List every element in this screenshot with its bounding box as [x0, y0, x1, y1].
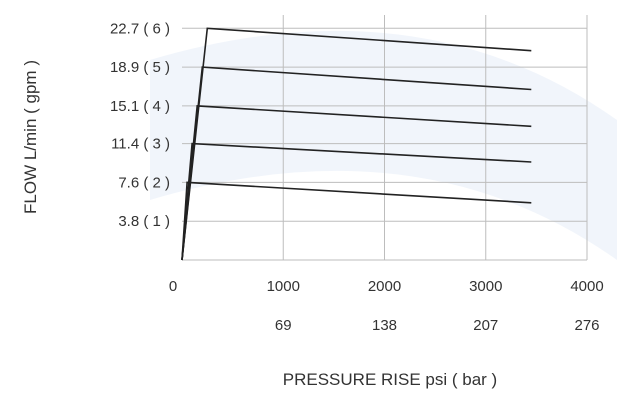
- x-tick-label-psi: 0: [169, 278, 177, 295]
- y-tick-label: 18.9 ( 5 ): [110, 59, 170, 76]
- x-tick-label-psi: 4000: [570, 278, 603, 295]
- y-tick-label: 3.8 ( 1 ): [118, 213, 170, 230]
- y-axis-title: FLOW L/min ( gpm ): [21, 60, 40, 214]
- y-tick-label: 15.1 ( 4 ): [110, 98, 170, 115]
- grid-lines: [182, 15, 588, 261]
- x-tick-label-psi: 2000: [368, 278, 401, 295]
- y-tick-labels: 3.8 ( 1 ) 7.6 ( 2 ) 11.4 ( 3 ) 15.1 ( 4 ) 18…: [110, 20, 170, 230]
- series-line: [181, 181, 532, 261]
- x-tick-label-bar: 138: [372, 317, 397, 334]
- x-tick-label-bar: 207: [473, 317, 498, 334]
- series-line: [181, 142, 532, 261]
- x-axis-title: PRESSURE RISE psi ( bar ): [283, 370, 497, 389]
- y-tick-label: 11.4 ( 3 ): [111, 136, 170, 153]
- series-lines: [181, 27, 532, 261]
- x-tick-label-bar: 276: [574, 317, 599, 334]
- x-tick-labels: 0 1000 69 2000 138 3000 207 4000 276: [169, 278, 604, 334]
- x-tick-label-psi: 1000: [267, 278, 300, 295]
- x-tick-label-bar: 69: [275, 317, 292, 334]
- y-tick-label: 22.7 ( 6 ): [110, 20, 170, 37]
- y-tick-label: 7.6 ( 2 ): [118, 174, 170, 191]
- x-tick-label-psi: 3000: [469, 278, 502, 295]
